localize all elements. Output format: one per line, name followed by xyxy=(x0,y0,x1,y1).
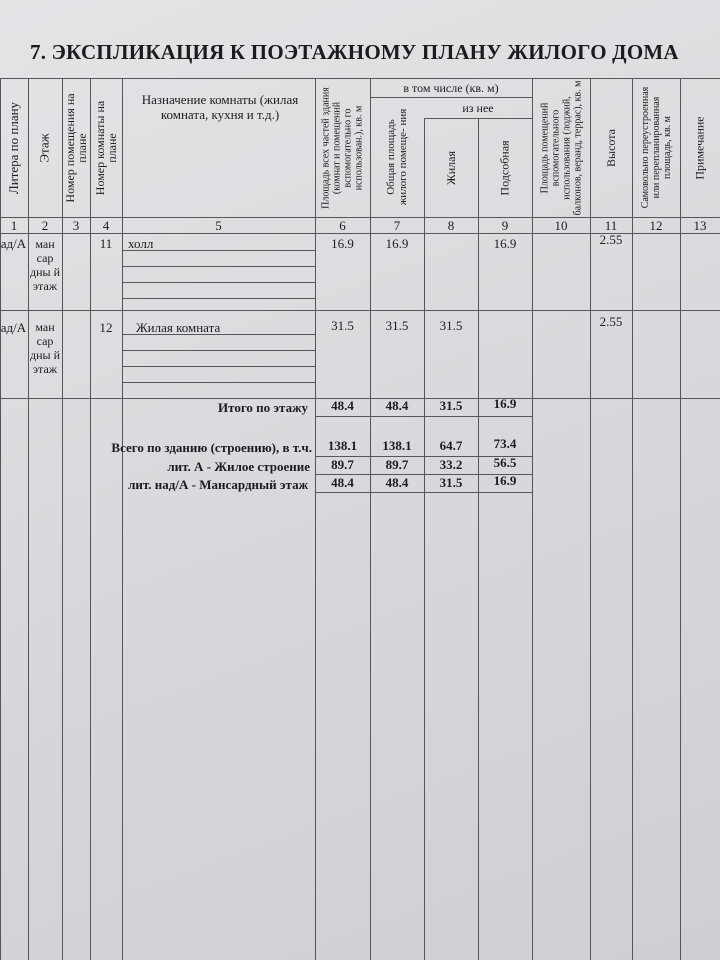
total-label: Всего по зданию (строению), в т.ч. xyxy=(111,440,312,455)
header-living: Жилая xyxy=(443,150,458,185)
header-height: Высота xyxy=(603,128,618,167)
room-purpose-cell: холл xyxy=(128,236,154,251)
total-area-cell: 48.4 xyxy=(331,398,354,413)
living-cell: 31.5 xyxy=(439,318,463,333)
header-floor: Этаж xyxy=(37,132,52,163)
living-premises-cell: 89.7 xyxy=(385,457,409,472)
auxiliary-cell: 73.4 xyxy=(493,436,517,451)
auxiliary-cell: 16.9 xyxy=(493,396,517,411)
col-number: 8 xyxy=(447,218,455,233)
col-number: 4 xyxy=(102,218,110,233)
total-area-cell: 138.1 xyxy=(327,438,358,453)
header-auxiliary-use-area: Площадь помещений вспомогательного испол… xyxy=(539,80,583,215)
header-of-which: из нее xyxy=(462,101,494,115)
header-including: в том числе (кв. м) xyxy=(403,81,499,95)
total-area-cell: 16.9 xyxy=(331,236,354,251)
col-number: 11 xyxy=(604,218,618,233)
header-auxiliary: Подсобная xyxy=(498,139,512,196)
living-premises-cell: 48.4 xyxy=(385,398,409,413)
auxiliary-cell: 16.9 xyxy=(493,236,517,251)
auxiliary-cell: 16.9 xyxy=(493,473,517,488)
litera-cell: над/А xyxy=(0,236,27,251)
col-number: 10 xyxy=(554,218,568,233)
col-number: 7 xyxy=(393,218,401,233)
col-number: 1 xyxy=(10,218,18,233)
document-title: 7. ЭКСПЛИКАЦИЯ К ПОЭТАЖНОМУ ПЛАНУ ЖИЛОГО… xyxy=(30,40,679,64)
living-premises-cell: 48.4 xyxy=(385,475,409,490)
height-cell: 2.55 xyxy=(599,314,623,329)
total-area-cell: 89.7 xyxy=(331,457,354,472)
header-room-purpose: Назначение комнаты (жилая комната, кухня… xyxy=(141,92,299,122)
living-cell: 33.2 xyxy=(439,457,463,472)
room-number-cell: 11 xyxy=(99,236,113,251)
header-room-number: Номер комнаты на плане xyxy=(93,100,119,195)
header-unauthorized-area: Самовольно переустроенная или перепланир… xyxy=(639,86,673,209)
col-number: 12 xyxy=(649,218,663,233)
col-number: 2 xyxy=(41,218,49,233)
room-purpose-cell: Жилая комната xyxy=(136,320,221,335)
floor-cell: ман сар дны й этаж xyxy=(30,237,61,293)
room-number-cell: 12 xyxy=(99,320,113,335)
floor-total-label: Итого по этажу xyxy=(218,400,308,415)
header-litera: Литера по плану xyxy=(6,101,21,194)
litera-cell: над/А xyxy=(0,320,27,335)
living-cell: 31.5 xyxy=(439,398,463,413)
header-note: Примечание xyxy=(693,115,707,180)
living-premises-cell: 138.1 xyxy=(382,438,412,453)
total-label: лит. над/А - Мансардный этаж xyxy=(128,477,308,492)
total-label: лит. А - Жилое строение xyxy=(167,459,310,474)
col-number: 9 xyxy=(501,218,509,233)
auxiliary-cell: 56.5 xyxy=(493,455,517,470)
height-cell: 2.55 xyxy=(599,232,623,247)
col-number: 6 xyxy=(339,218,346,233)
living-premises-cell: 16.9 xyxy=(385,236,409,251)
header-living-premises-area: Общая площадь жилого помеще- ния xyxy=(385,108,409,206)
total-area-cell: 31.5 xyxy=(331,318,354,333)
col-number: 3 xyxy=(72,218,80,233)
col-number: 13 xyxy=(693,218,707,233)
living-cell: 31.5 xyxy=(439,475,463,490)
living-cell: 64.7 xyxy=(439,438,463,453)
total-area-cell: 48.4 xyxy=(331,475,354,490)
col-number: 5 xyxy=(215,218,222,233)
header-total-area: Площадь всех частей здания (комнат и пом… xyxy=(320,86,365,209)
living-premises-cell: 31.5 xyxy=(385,318,409,333)
floor-cell: ман сар дны й этаж xyxy=(30,320,61,376)
header-premises-number: Номер помещения на плане xyxy=(63,92,89,203)
